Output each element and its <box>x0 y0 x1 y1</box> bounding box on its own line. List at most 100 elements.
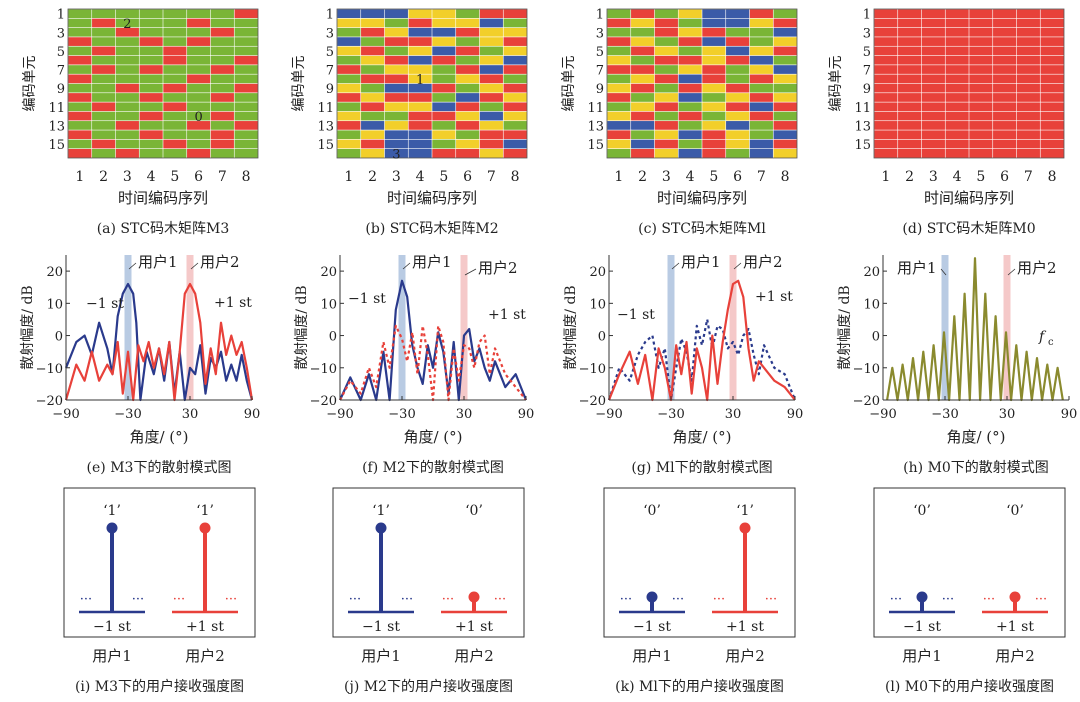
matrix-cell <box>1039 129 1065 140</box>
matrix-ytick: 15 <box>587 138 604 153</box>
matrix-cell <box>233 64 259 75</box>
matrix-cell <box>162 83 188 94</box>
y-tick-label: 0 <box>329 330 337 345</box>
matrix-cell <box>897 55 923 66</box>
matrix-cell <box>162 55 188 66</box>
matrix-cell <box>186 45 212 57</box>
matrix-xtick: 1 <box>881 169 890 185</box>
matrix-ytick: 15 <box>854 138 871 153</box>
matrix-cell <box>502 120 528 131</box>
matrix-ytick: 9 <box>326 82 334 97</box>
matrix-cell <box>431 120 457 131</box>
matrix-cell <box>1016 36 1041 47</box>
matrix-label: 0 <box>194 110 202 125</box>
matrix-cell <box>725 64 751 75</box>
matrix-cell <box>115 83 140 94</box>
x-tick-label: −90 <box>869 407 896 422</box>
x-tick-label: −90 <box>52 407 79 422</box>
matrix-cell <box>138 36 164 47</box>
matrix-xtick: 7 <box>757 169 766 185</box>
matrix-ytick: 11 <box>48 101 65 116</box>
matrix-ytick: 9 <box>57 82 65 97</box>
plus-first-label: +1 st <box>726 619 764 635</box>
matrix-cell <box>944 8 970 19</box>
matrix-cell <box>502 92 528 103</box>
matrix-cell <box>91 27 117 38</box>
x-tick-label: −90 <box>595 407 622 422</box>
matrix-cell <box>360 73 386 85</box>
matrix-xtick: 5 <box>170 169 179 185</box>
matrix-xtick: 2 <box>368 169 377 185</box>
matrix-cell <box>336 139 362 150</box>
matrix-cell <box>654 139 679 150</box>
matrix-cell <box>992 129 1018 140</box>
matrix-cell <box>630 129 656 140</box>
matrix-ytick: 3 <box>596 26 604 41</box>
matrix-cell <box>115 55 140 66</box>
matrix-cell <box>677 45 703 57</box>
matrix-cell <box>1039 36 1065 47</box>
matrix-cell <box>502 73 528 85</box>
plus-first-annotation: +1 st <box>755 289 793 305</box>
matrix-xlabel: 时间编码序列 <box>118 189 208 207</box>
matrix-cell <box>455 111 481 122</box>
matrix-cell <box>897 45 923 57</box>
matrix-cell <box>677 73 703 85</box>
matrix-ytick: 1 <box>326 8 334 23</box>
matrix-cell <box>336 36 362 47</box>
matrix-cell <box>749 36 774 47</box>
matrix-xtick: 2 <box>905 169 914 185</box>
y-tick-label: −10 <box>579 362 606 377</box>
matrix-cell <box>233 129 259 140</box>
matrix-cell <box>944 27 970 38</box>
minus-first-label: −1 st <box>93 619 131 635</box>
dots: ··· <box>173 592 185 607</box>
matrix-cell <box>1016 92 1041 103</box>
matrix-cell <box>701 45 727 57</box>
matrix-cell <box>67 83 93 94</box>
matrix-cell <box>67 36 93 47</box>
matrix-cell <box>992 27 1018 38</box>
user-band-1 <box>941 255 949 400</box>
matrix-cell <box>138 148 164 159</box>
y-axis-label: 散射幅度/ dB <box>294 285 310 369</box>
matrix-xtick: 7 <box>1024 169 1033 185</box>
matrix-cell <box>630 36 656 47</box>
matrix-cell <box>502 64 528 75</box>
x-tick-label: 30 <box>725 407 742 422</box>
matrix-cell <box>186 139 212 150</box>
matrix-cell <box>138 139 164 150</box>
matrix-cell <box>921 55 946 66</box>
matrix-cell <box>186 36 212 47</box>
dots: ··· <box>942 592 954 607</box>
matrix-cell <box>336 73 362 85</box>
matrix-cell <box>725 101 751 113</box>
user1-name: 用户1 <box>902 647 942 665</box>
matrix-cell <box>502 8 528 19</box>
matrix-cell <box>749 101 774 113</box>
matrix-cell <box>772 36 798 47</box>
matrix-cell <box>384 64 409 75</box>
stem-panel-3: ··· ··· ‘0’ −1 st 用户1 ··· ··· ‘1’ +1 st 用户2 (k) Ml… <box>603 487 796 695</box>
matrix-cell <box>455 55 481 66</box>
matrix-cell <box>749 64 774 75</box>
x-tick-label: −90 <box>326 407 353 422</box>
matrix-cell <box>233 18 259 29</box>
matrix-cell <box>360 92 386 103</box>
matrix-cell <box>479 36 504 47</box>
x-axis-label: 角度/ (°) <box>672 428 731 446</box>
matrix-cell <box>210 73 235 85</box>
matrix-cell <box>479 92 504 103</box>
matrix-cell <box>1039 18 1065 29</box>
matrix-xtick: 8 <box>242 169 251 185</box>
matrix-cell <box>67 92 93 103</box>
matrix-cell <box>630 101 656 113</box>
user2-value: ‘1’ <box>196 503 214 519</box>
matrix-cell <box>1039 27 1065 38</box>
y-tick-label: 20 <box>46 265 63 280</box>
matrix-cell <box>210 111 235 122</box>
matrix-cell <box>749 148 774 159</box>
user1-value: ‘0’ <box>913 503 931 519</box>
matrix-cell <box>992 111 1018 122</box>
matrix-frame <box>67 8 259 159</box>
